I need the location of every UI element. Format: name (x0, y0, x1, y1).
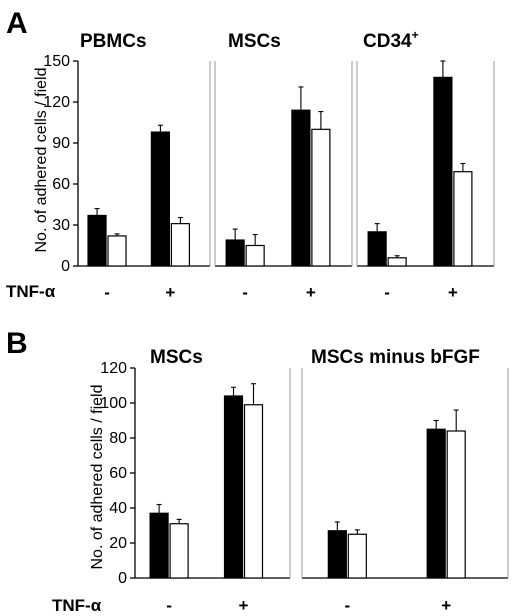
chart-1-category-label: + (165, 283, 175, 302)
chart-1-y-tick-label: 90 (52, 135, 70, 152)
chart-5-bar-open (446, 430, 466, 579)
chart-4-title: MSCs (150, 347, 203, 368)
chart-1-y-tick-label: 0 (61, 258, 70, 275)
chart-1-y-tick-label: 150 (43, 53, 70, 70)
chart-4-y-tick-label: 80 (109, 430, 127, 447)
chart-3-bar-filled (367, 231, 387, 267)
chart-4-category-label: + (239, 596, 249, 615)
chart-4-bar-filled (149, 512, 169, 579)
chart-1-y-tick-label: 30 (52, 217, 70, 234)
chart-2-bar-open (311, 128, 331, 267)
chart-4-y-tick-label: 20 (109, 535, 127, 552)
chart-1-category-label: - (104, 283, 110, 302)
panel-letter-a: A (6, 7, 28, 40)
chart-5-bar-filled (426, 428, 446, 579)
chart-1-bar-filled (150, 131, 170, 267)
chart-5-category-label: - (344, 596, 350, 615)
chart-3-bar-open (453, 171, 473, 267)
chart-1-y-tick-label: 120 (43, 94, 70, 111)
panel-b-x-axis-label: TNF-α (52, 596, 102, 615)
chart-3-title: CD34+ (363, 28, 419, 52)
chart-2-bar-filled (291, 109, 311, 267)
chart-4-bar-filled (223, 395, 244, 579)
chart-5-bar-open (347, 533, 367, 579)
chart-4-y-tick-label: 120 (100, 360, 127, 377)
chart-3-title-superscript: + (412, 28, 419, 42)
chart-5-bar-filled (327, 530, 347, 579)
chart-1-bar-filled (87, 214, 107, 267)
chart-2-category-label: + (306, 283, 316, 302)
chart-1-bar-open (170, 223, 190, 267)
chart-4-bar-open (243, 404, 264, 579)
chart-2-title: MSCs (228, 31, 281, 52)
chart-1-bar-open (107, 235, 127, 267)
panel-b-y-axis-label: No. of adhered cells / field (89, 385, 106, 570)
chart-5-title: MSCs minus bFGF (311, 347, 480, 368)
chart-4-y-tick-label: 0 (118, 570, 127, 587)
chart-4-y-tick-label: 100 (100, 395, 127, 412)
panel-a-x-axis-label: TNF-α (6, 282, 56, 301)
chart-2-bar-open (245, 244, 265, 267)
chart-4-category-label: - (166, 596, 172, 615)
panel-letter-b: B (6, 327, 28, 360)
chart-2-bar-filled (225, 239, 245, 267)
chart-1-y-tick-label: 60 (52, 176, 70, 193)
chart-4-y-tick-label: 40 (109, 500, 127, 517)
panel-a-y-axis-label: No. of adhered cells / field (33, 68, 50, 253)
chart-4-bar-open (169, 523, 189, 579)
chart-3-category-label: + (448, 283, 458, 302)
chart-5-category-label: + (441, 596, 451, 615)
chart-3-bar-filled (433, 76, 453, 267)
chart-1-title: PBMCs (80, 31, 147, 52)
chart-2-category-label: - (242, 283, 248, 302)
chart-4-y-tick-label: 60 (109, 465, 127, 482)
chart-3-category-label: - (384, 283, 390, 302)
chart-3-bar-open (387, 257, 407, 267)
